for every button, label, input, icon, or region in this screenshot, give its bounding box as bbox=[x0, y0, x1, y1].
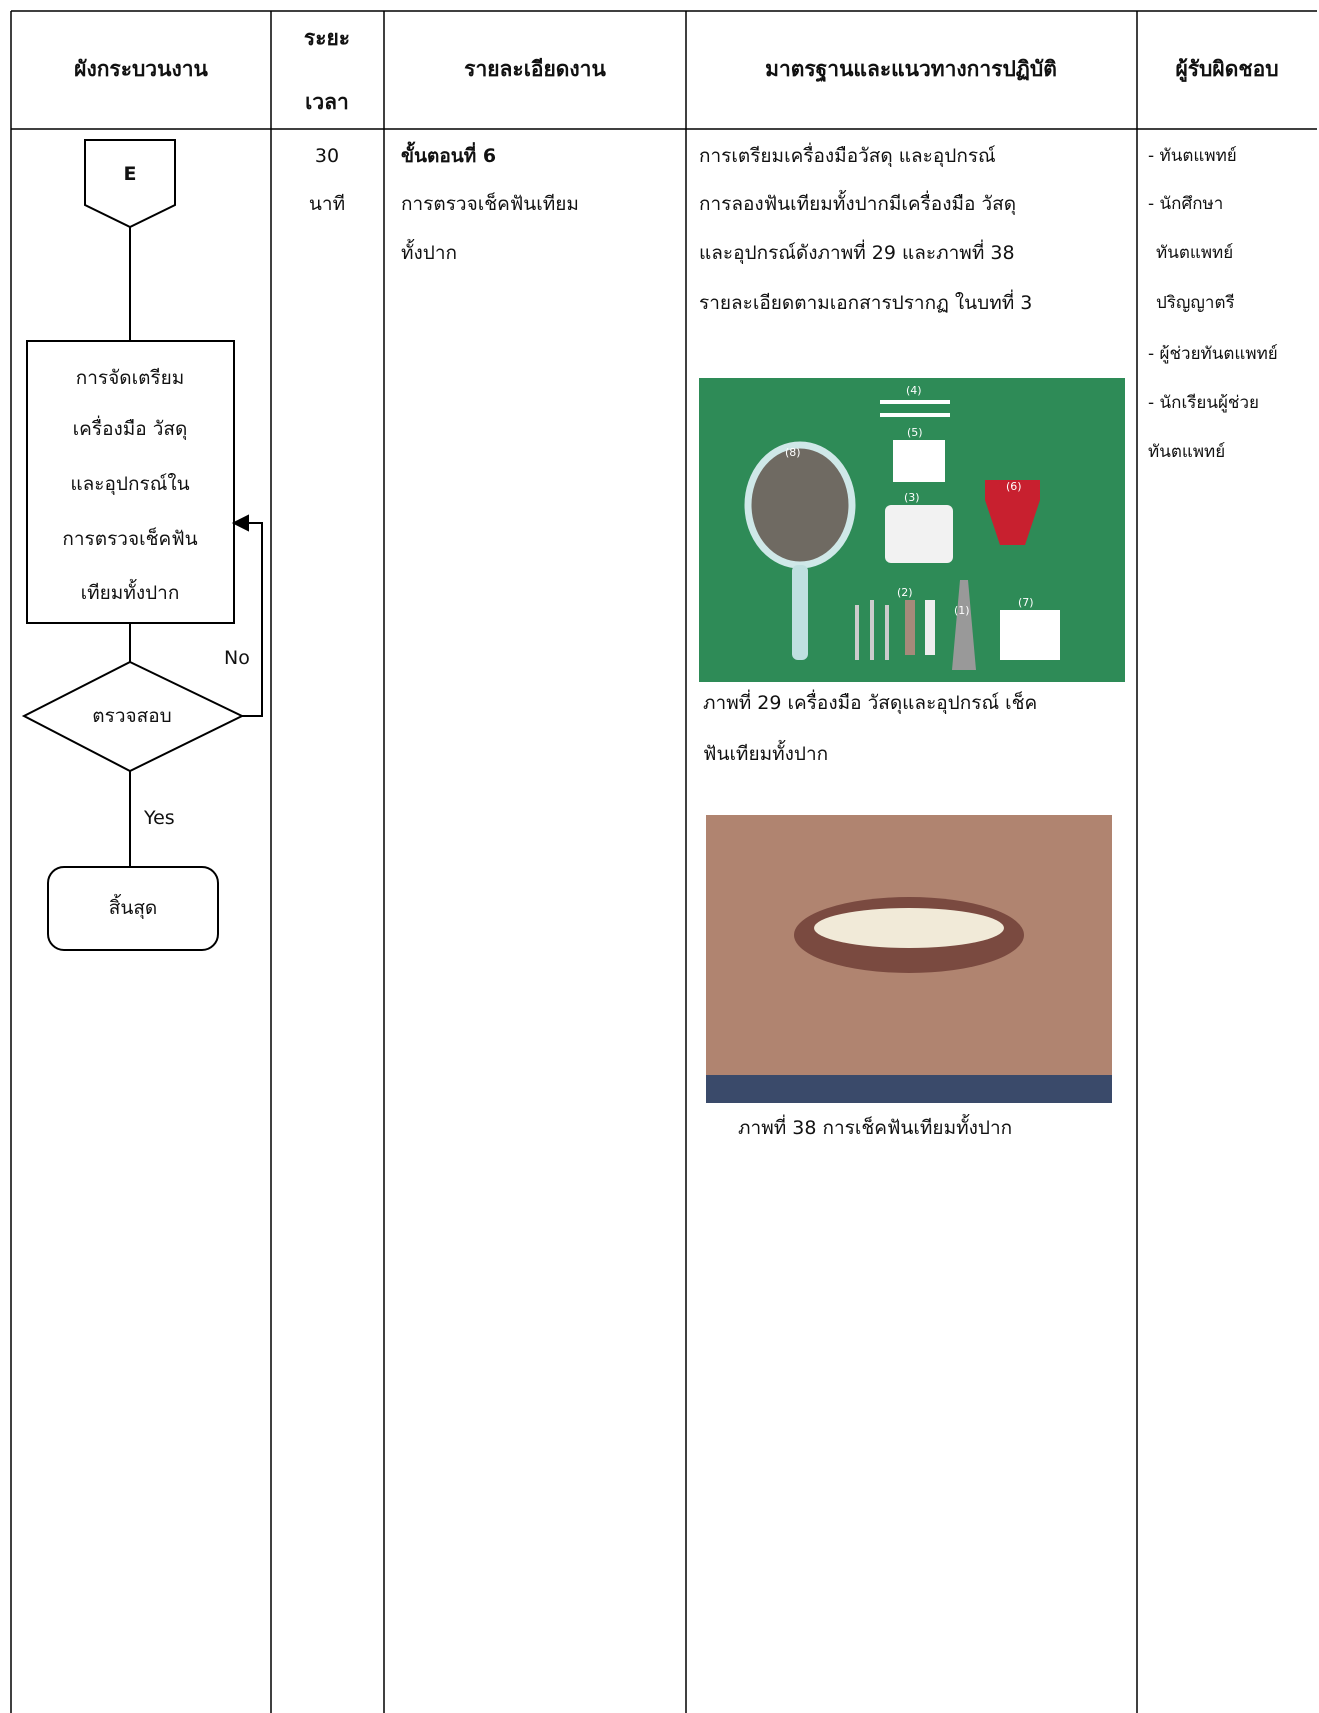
step-title: ขั้นตอนที่ 6 bbox=[401, 145, 497, 167]
figure-label: (1) bbox=[954, 604, 970, 617]
responsible-line: - นักเรียนผู้ช่วย bbox=[1148, 393, 1259, 413]
figure-label: (8) bbox=[785, 446, 801, 459]
figure-caption: ภาพที่ 38 การเช็คฟันเทียมทั้งปาก bbox=[738, 1117, 1013, 1139]
responsible-line: ทันตแพทย์ bbox=[1148, 442, 1226, 462]
responsible-line: - ผู้ช่วยทันตแพทย์ bbox=[1148, 344, 1278, 364]
header-cell: เวลา bbox=[305, 90, 349, 114]
figure-label: (3) bbox=[904, 491, 920, 504]
no-label: No bbox=[224, 647, 250, 669]
detail-line: ทั้งปาก bbox=[401, 242, 458, 264]
connector-shape bbox=[84, 139, 176, 229]
yes-label: Yes bbox=[144, 807, 175, 829]
figure-38-image bbox=[706, 815, 1112, 1103]
figure-label: (5) bbox=[907, 426, 923, 439]
terminator-shape bbox=[47, 866, 219, 951]
process-line: เครื่องมือ วัสดุ bbox=[72, 418, 188, 440]
duration: นาที bbox=[308, 193, 346, 215]
header-cell: ผังกระบวนงาน bbox=[74, 57, 208, 81]
terminator-label: สิ้นสุด bbox=[108, 897, 158, 919]
figure-label: (2) bbox=[897, 586, 913, 599]
responsible-line: - นักศึกษา bbox=[1148, 194, 1224, 214]
figure-caption: ฟันเทียมทั้งปาก bbox=[703, 743, 829, 765]
responsible-line: ปริญญาตรี bbox=[1156, 293, 1235, 313]
responsible-line: ทันตแพทย์ bbox=[1156, 243, 1234, 263]
standard-line: และอุปกรณ์ดังภาพที่ 29 และภาพที่ 38 bbox=[699, 242, 1015, 264]
figure-label: (6) bbox=[1006, 480, 1022, 493]
detail-line: การตรวจเช็คฟันเทียม bbox=[401, 193, 579, 215]
process-line: และอุปกรณ์ใน bbox=[70, 473, 190, 495]
process-line: การตรวจเช็คฟัน bbox=[62, 528, 198, 550]
responsible-line: - ทันตแพทย์ bbox=[1148, 146, 1237, 166]
standard-line: รายละเอียดตามเอกสารปรากฏ ในบทที่ 3 bbox=[699, 292, 1033, 314]
duration: 30 bbox=[314, 145, 340, 167]
standard-line: การเตรียมเครื่องมือวัสดุ และอุปกรณ์ bbox=[699, 145, 996, 167]
figure-caption: ภาพที่ 29 เครื่องมือ วัสดุและอุปกรณ์ เช็… bbox=[703, 692, 1038, 714]
header-cell: ระยะ bbox=[303, 26, 351, 50]
standard-line: การลองฟันเทียมทั้งปากมีเครื่องมือ วัสดุ bbox=[699, 193, 1017, 215]
figure-label: (7) bbox=[1018, 596, 1034, 609]
header-cell: รายละเอียดงาน bbox=[464, 57, 606, 81]
header-cell: มาตรฐานและแนวทางการปฏิบัติ bbox=[765, 57, 1057, 81]
flowchart bbox=[21, 139, 263, 951]
decision-label: ตรวจสอบ bbox=[92, 705, 172, 727]
figure-label: (4) bbox=[906, 384, 922, 397]
process-line: เทียมทั้งปาก bbox=[80, 582, 180, 604]
arrow-head bbox=[231, 514, 249, 532]
figure-29-image bbox=[699, 378, 1125, 682]
process-line: การจัดเตรียม bbox=[75, 367, 185, 389]
connector-label: E bbox=[123, 163, 137, 185]
header-cell: ผู้รับผิดชอบ bbox=[1175, 57, 1279, 81]
